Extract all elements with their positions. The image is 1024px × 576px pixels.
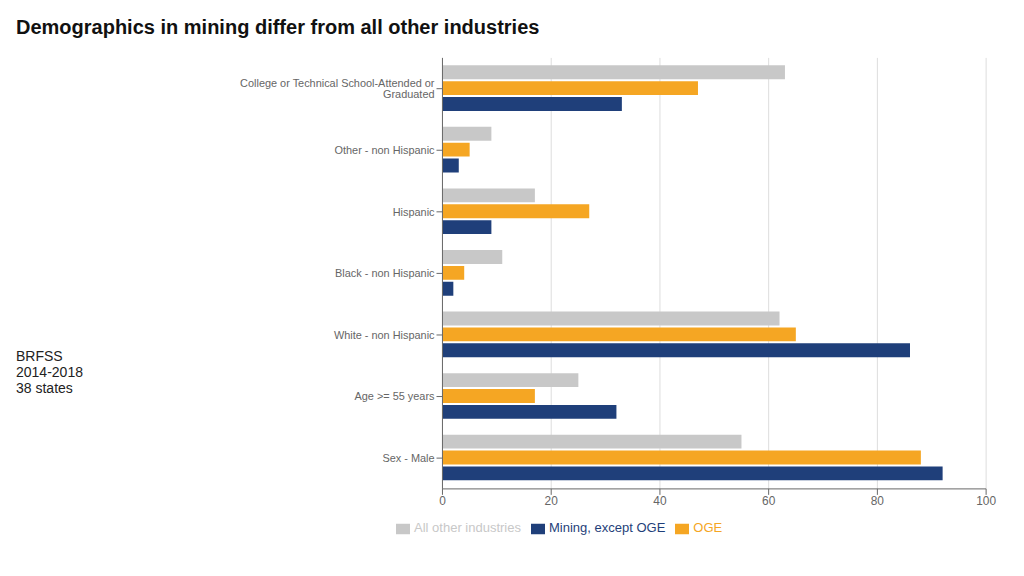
svg-text:College or Technical School-At: College or Technical School-Attended orG… bbox=[240, 77, 435, 100]
html-text:Mining, except OGE: Mining, except OGE bbox=[549, 520, 666, 536]
svg-text:Other - non Hispanic: Other - non Hispanic bbox=[335, 144, 436, 156]
html-text:Demographics in mining differ: Demographics in mining differ from all o… bbox=[16, 16, 540, 38]
svg-text:20: 20 bbox=[545, 494, 559, 508]
svg-text:80: 80 bbox=[871, 494, 885, 508]
svg-text:Age >= 55 years: Age >= 55 years bbox=[355, 390, 436, 402]
svg-text:Sex - Male: Sex - Male bbox=[383, 452, 435, 464]
svg-text:40: 40 bbox=[653, 494, 667, 508]
html-text:All other industries: All other industries bbox=[414, 520, 521, 536]
svg-text:0: 0 bbox=[439, 494, 446, 508]
svg-text:Hispanic: Hispanic bbox=[393, 206, 435, 218]
svg-text:Black - non Hispanic: Black - non Hispanic bbox=[335, 267, 435, 279]
svg-text:60: 60 bbox=[762, 494, 776, 508]
svg-text:100: 100 bbox=[976, 494, 996, 508]
html-text:BRFSS 2014-2018 38 states: BRFSS 2014-2018 38 states bbox=[16, 348, 83, 396]
svg-text:White - non Hispanic: White - non Hispanic bbox=[334, 329, 435, 341]
html-text:OGE: OGE bbox=[693, 520, 723, 536]
